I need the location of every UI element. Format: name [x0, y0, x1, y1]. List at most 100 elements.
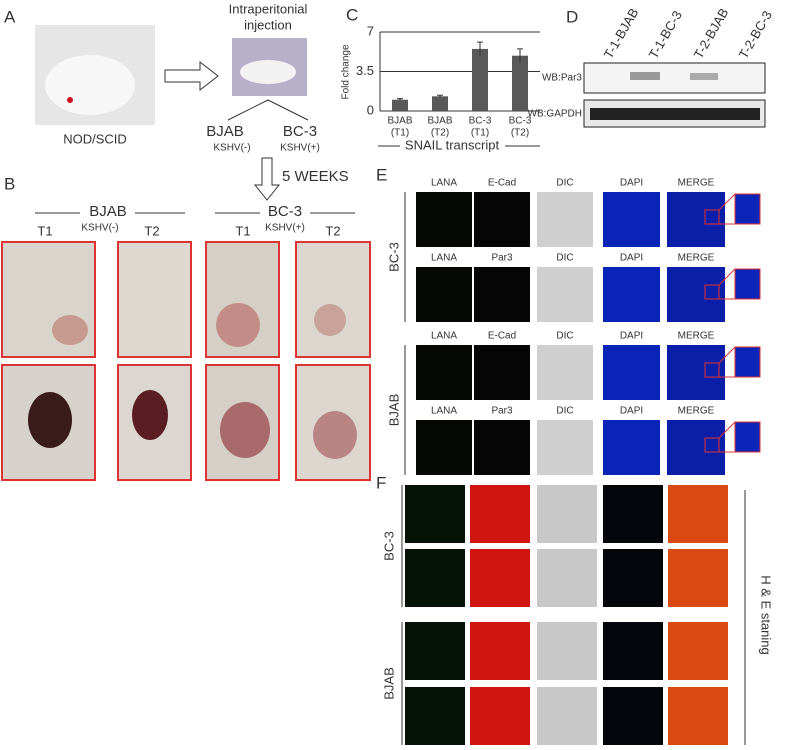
- micrograph: [416, 192, 472, 247]
- channel-label: MERGE: [678, 178, 715, 189]
- panel-label: C: [346, 5, 358, 24]
- tumor-label: T1: [37, 223, 52, 238]
- channel-label: MERGE: [678, 331, 715, 342]
- micrograph: [603, 267, 660, 322]
- channel-label: DIC: [556, 406, 573, 417]
- micrograph: [474, 345, 530, 400]
- micrograph: [405, 485, 465, 543]
- micrograph: [668, 687, 728, 745]
- channel-label: LANA: [431, 331, 457, 342]
- zoom-inset: [734, 421, 761, 453]
- channel-label: DIC: [556, 331, 573, 342]
- y-tick-label: 7: [367, 23, 374, 38]
- micrograph: [537, 485, 597, 543]
- x-tick-label: BJAB: [387, 116, 412, 127]
- micrograph: [537, 420, 593, 475]
- group-label: BC-3: [386, 242, 401, 272]
- micrograph: [537, 687, 597, 745]
- group-name: BC-3: [268, 203, 302, 220]
- channel-label: DAPI: [620, 331, 643, 342]
- micrograph: [470, 687, 530, 745]
- micrograph: [537, 267, 593, 322]
- band: [630, 72, 660, 80]
- micrograph: [474, 267, 530, 322]
- micrograph: [416, 267, 472, 322]
- bar: [512, 55, 528, 111]
- micrograph: [416, 345, 472, 400]
- zoom-line: [718, 193, 736, 225]
- injection-mouse: [240, 60, 296, 84]
- micrograph: [470, 549, 530, 607]
- zoom-line: [718, 268, 736, 300]
- x-tick-label: (T1): [471, 128, 489, 139]
- panel-label: A: [4, 7, 16, 26]
- tumor-photos: [1, 241, 371, 481]
- channel-label: DIC: [556, 253, 573, 264]
- zoom-inset: [734, 346, 761, 378]
- injection-text: Intraperitonial: [229, 1, 308, 16]
- tumor-label: T1: [235, 223, 250, 238]
- lane-label: T-1-BC-3: [646, 8, 685, 61]
- cell-line: BC-3: [283, 123, 317, 140]
- micrograph: [405, 549, 465, 607]
- micrograph: [603, 485, 663, 543]
- lane-label: T-1-BJAB: [601, 6, 642, 62]
- channel-label: DAPI: [620, 406, 643, 417]
- panel-label: D: [566, 7, 578, 26]
- bar: [392, 99, 408, 111]
- channel-label: LANA: [431, 253, 457, 264]
- x-tick-label: BC-3: [469, 116, 492, 127]
- channel-label: MERGE: [678, 406, 715, 417]
- x-tick-label: (T2): [511, 128, 529, 139]
- micrograph: [668, 485, 728, 543]
- channel-label: E-Cad: [488, 178, 516, 189]
- blot-label: WB:Par3: [542, 73, 582, 84]
- channel-label: Par3: [491, 253, 513, 264]
- mouse-eye: [67, 97, 73, 103]
- panel-label: F: [376, 473, 386, 492]
- micrograph: [603, 622, 663, 680]
- micrograph: [474, 192, 530, 247]
- error-bar: [517, 48, 523, 63]
- micrograph: [470, 622, 530, 680]
- micrograph: [537, 192, 593, 247]
- micrograph: [667, 345, 725, 400]
- split-line: [227, 99, 309, 121]
- arrow: [253, 157, 281, 201]
- micrograph: [668, 549, 728, 607]
- duration: 5 WEEKS: [282, 168, 349, 185]
- error-bar: [437, 94, 443, 98]
- x-tick-label: (T1): [391, 128, 409, 139]
- micrograph: [405, 622, 465, 680]
- micrograph: [537, 622, 597, 680]
- mouse-strain: NOD/SCID: [63, 131, 127, 146]
- band: [690, 73, 718, 80]
- y-tick-label: 3.5: [356, 63, 374, 78]
- mouse-body: [45, 55, 135, 115]
- channel-label: LANA: [431, 178, 457, 189]
- group-label: BJAB: [386, 394, 401, 427]
- micrograph: [603, 192, 660, 247]
- side-label: H & E staning: [759, 575, 774, 655]
- kshv-status: KSHV(-): [213, 143, 250, 154]
- tumor-label: T2: [144, 223, 159, 238]
- panel-label: E: [376, 165, 387, 184]
- immunofluorescence: BC-3 LANA E-Cad DIC DAPI MERGE LANA Par3 DIC DAPI…: [386, 178, 761, 475]
- micrograph: [667, 192, 725, 247]
- zoom-inset: [734, 268, 761, 300]
- channel-label: DIC: [556, 178, 573, 189]
- bar: [472, 48, 488, 111]
- zoom-line: [718, 421, 736, 453]
- micrograph: [603, 687, 663, 745]
- micrograph: [470, 485, 530, 543]
- arrow: [164, 60, 219, 92]
- group-label: BC-3: [381, 531, 396, 561]
- blot-label: WB:GAPDH: [528, 109, 582, 120]
- x-tick-label: BJAB: [427, 116, 452, 127]
- micrograph: [667, 267, 725, 322]
- y-axis-label: Fold change: [341, 44, 352, 99]
- kshv-status: KSHV(-): [81, 223, 118, 234]
- panel-label: B: [4, 174, 15, 193]
- x-tick-label: (T2): [431, 128, 449, 139]
